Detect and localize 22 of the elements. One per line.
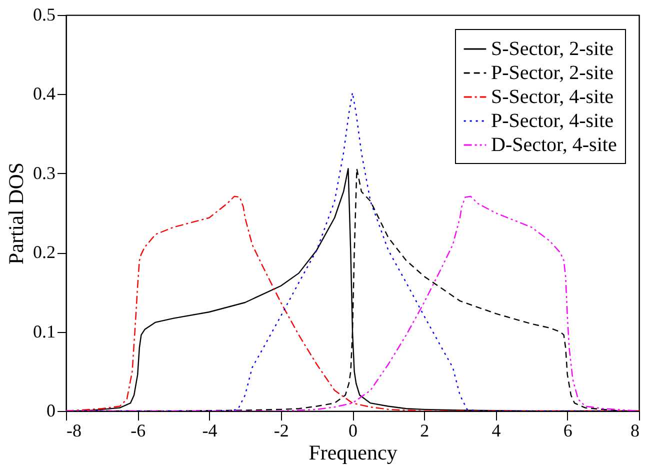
legend-label: P-Sector, 2-site [491, 62, 614, 84]
x-tick-label: 6 [563, 420, 572, 440]
y-tick-label: 0.3 [33, 162, 56, 183]
legend-label: P-Sector, 4-site [491, 110, 614, 132]
legend-label: S-Sector, 2-site [491, 38, 614, 60]
y-tick-label: 0.1 [33, 321, 56, 342]
x-tick-label: 8 [630, 420, 640, 440]
x-tick-label: -8 [66, 420, 82, 440]
x-tick-label: 2 [420, 420, 430, 440]
x-tick-label: -2 [274, 420, 289, 440]
legend-label: D-Sector, 4-site [491, 134, 617, 156]
legend-label: S-Sector, 4-site [491, 86, 614, 108]
y-tick-label: 0.2 [33, 242, 56, 262]
x-tick-label: 0 [348, 420, 358, 440]
y-tick-label: 0 [46, 400, 56, 420]
x-tick-label: 4 [492, 420, 501, 440]
x-tick-label: -6 [130, 420, 146, 440]
y-tick-label: 0.5 [33, 4, 56, 24]
x-tick-label: -4 [202, 420, 218, 440]
y-tick-label: 0.4 [33, 84, 56, 104]
y-axis-title: Partial DOS [4, 162, 28, 265]
x-axis-title: Frequency [308, 440, 398, 464]
